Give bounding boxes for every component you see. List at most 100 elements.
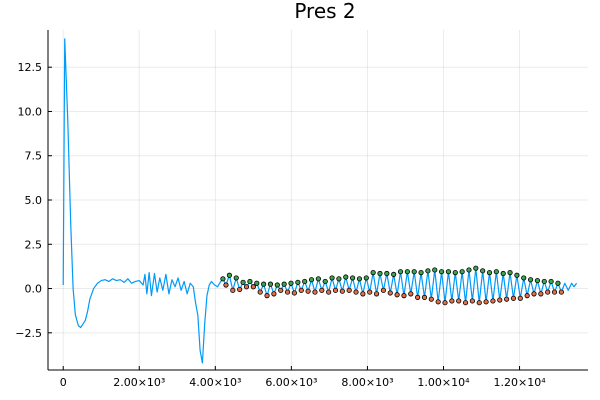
trough-marker: [284, 289, 291, 295]
peak-marker: [486, 270, 493, 276]
trough-marker: [469, 298, 475, 304]
peak-marker: [315, 276, 321, 282]
x-tick-label: 0: [60, 376, 67, 389]
trough-marker: [373, 291, 380, 297]
peak-marker: [247, 278, 253, 285]
peak-marker: [555, 280, 561, 286]
peak-marker: [397, 269, 404, 275]
trough-marker: [456, 298, 462, 304]
trough-marker: [408, 291, 414, 297]
trough-marker: [360, 291, 366, 297]
peak-marker: [233, 275, 239, 281]
trough-marker: [223, 282, 229, 288]
trough-marker: [415, 294, 421, 300]
x-tick-label: 4.00×10³: [189, 376, 241, 389]
chart-title: Pres 2: [294, 0, 355, 23]
trough-marker: [394, 292, 400, 298]
trough-marker: [428, 296, 434, 302]
trough-marker: [339, 288, 345, 294]
trough-marker: [305, 288, 311, 294]
peak-marker: [281, 281, 287, 287]
trough-marker: [243, 284, 250, 290]
peak-marker: [350, 275, 356, 281]
trough-marker: [462, 300, 469, 306]
trough-marker: [257, 289, 263, 295]
peak-marker: [473, 265, 479, 271]
trough-marker: [510, 295, 517, 301]
peak-marker: [240, 279, 246, 285]
peak-marker: [521, 275, 527, 281]
peak-marker: [459, 269, 465, 275]
x-tick-label: 2.00×10³: [113, 376, 165, 389]
peak-marker: [295, 279, 301, 285]
peak-marker: [384, 270, 390, 277]
marker-layer: [220, 265, 564, 306]
trough-marker: [346, 287, 352, 293]
peak-marker: [343, 274, 349, 280]
peak-marker: [438, 269, 445, 275]
trough-marker: [476, 300, 482, 306]
trough-marker: [531, 291, 537, 297]
trough-marker: [367, 289, 373, 295]
peak-marker: [534, 277, 541, 284]
peak-marker: [404, 269, 410, 275]
peak-marker: [445, 269, 452, 275]
y-tick-label: 12.5: [18, 61, 43, 74]
x-tick-label: 8.00×10³: [341, 376, 393, 389]
trough-marker: [250, 284, 256, 290]
trough-marker: [387, 290, 393, 296]
series-layer: [62, 38, 578, 364]
trough-marker: [278, 287, 284, 293]
trough-marker: [230, 287, 236, 293]
trough-marker: [312, 289, 318, 295]
peak-marker: [480, 268, 486, 274]
peak-marker: [322, 278, 328, 285]
trough-marker: [504, 296, 510, 302]
peak-marker: [288, 280, 294, 286]
peak-marker: [363, 275, 369, 281]
trough-marker: [524, 293, 530, 299]
trough-marker: [449, 298, 455, 304]
x-tick-label: 6.00×10³: [265, 376, 317, 389]
x-tick-label: 1.00×10⁴: [417, 376, 470, 389]
trough-marker: [551, 289, 558, 295]
trough-marker: [435, 299, 441, 305]
trough-marker: [538, 291, 544, 297]
peak-marker: [425, 268, 431, 274]
peak-marker: [254, 280, 260, 286]
peak-marker: [356, 276, 363, 282]
trough-marker: [490, 298, 496, 304]
trough-marker: [380, 287, 387, 293]
tick-labels: 0 2.00×10³ 4.00×10³ 6.00×10³ 8.00×10³ 1.00×10…: [15, 61, 546, 389]
peak-marker: [370, 270, 376, 276]
trough-marker: [332, 287, 339, 293]
peak-marker: [418, 270, 424, 276]
trough-marker: [545, 289, 551, 295]
peak-marker: [267, 281, 274, 287]
peak-marker: [527, 277, 534, 283]
series-line-0: [62, 38, 578, 364]
peak-marker: [308, 277, 315, 283]
peak-marker: [541, 278, 547, 285]
y-tick-label: 10.0: [18, 105, 43, 118]
trough-marker: [264, 293, 270, 299]
axes: [47, 30, 588, 371]
peak-marker: [548, 278, 554, 285]
peak-marker: [493, 269, 499, 275]
y-tick-label: 0.0: [25, 283, 43, 296]
trough-marker: [353, 289, 359, 295]
peak-marker: [432, 267, 438, 273]
peak-marker: [500, 270, 506, 277]
peak-marker: [466, 267, 472, 273]
trough-marker: [442, 300, 448, 306]
peak-marker: [452, 270, 458, 276]
peak-marker: [377, 270, 383, 277]
trough-marker: [326, 289, 332, 295]
peak-marker: [336, 276, 342, 282]
trough-marker: [558, 289, 564, 295]
trough-marker: [401, 293, 407, 299]
trough-marker: [497, 297, 503, 303]
trough-marker: [517, 295, 523, 301]
y-tick-label: 2.5: [25, 238, 43, 251]
